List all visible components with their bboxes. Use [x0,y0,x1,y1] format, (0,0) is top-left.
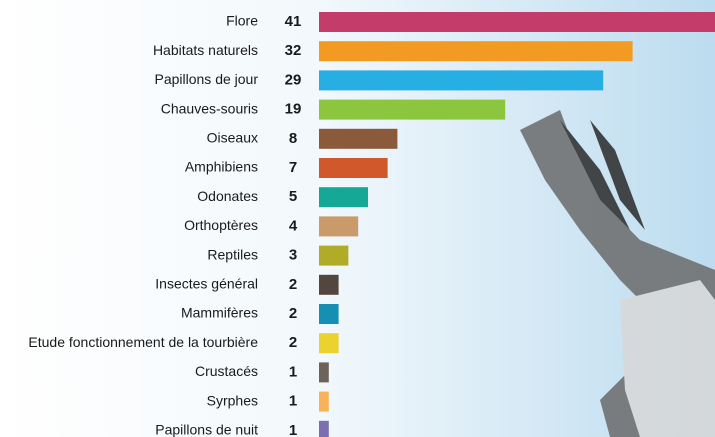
category-label: Papillons de jour [154,71,258,87]
value-label: 4 [289,217,298,234]
value-label: 5 [289,188,297,205]
category-label: Mammifères [181,305,258,321]
value-label: 8 [289,130,297,147]
bar [319,158,388,178]
category-label: Oiseaux [207,130,258,146]
bar [319,275,339,295]
bar [319,421,329,437]
category-label: Chauves-souris [161,100,258,116]
category-label: Flore [226,13,258,29]
chart: Flore41Habitats naturels32Papillons de j… [0,0,715,437]
value-label: 3 [289,247,297,264]
bar [319,333,339,353]
bar [319,129,397,149]
category-label: Habitats naturels [153,42,258,58]
category-label: Amphibiens [185,159,258,175]
value-label: 2 [289,305,297,322]
value-label: 41 [285,13,302,30]
category-label: Insectes général [155,276,258,292]
bar [319,12,715,32]
value-label: 1 [289,422,297,437]
category-label: Odonates [197,188,258,204]
bar [319,246,348,266]
category-label: Orthoptères [184,217,258,233]
bar [319,41,633,61]
bar [319,216,358,236]
value-label: 2 [289,334,297,351]
value-label: 29 [285,71,302,88]
category-label: Reptiles [207,246,258,262]
bar [319,392,329,412]
value-label: 7 [289,159,297,176]
value-label: 2 [289,276,297,293]
bar [319,100,505,120]
category-label: Etude fonctionnement de la tourbière [28,334,258,350]
value-label: 32 [285,42,302,59]
category-label: Crustacés [195,363,258,379]
bar [319,362,329,382]
value-label: 1 [289,363,297,380]
bar [319,304,339,324]
bar [319,187,368,207]
value-label: 19 [285,101,302,118]
value-label: 1 [289,393,297,410]
bar [319,70,603,90]
category-label: Papillons de nuit [155,422,258,437]
category-label: Syrphes [207,392,258,408]
